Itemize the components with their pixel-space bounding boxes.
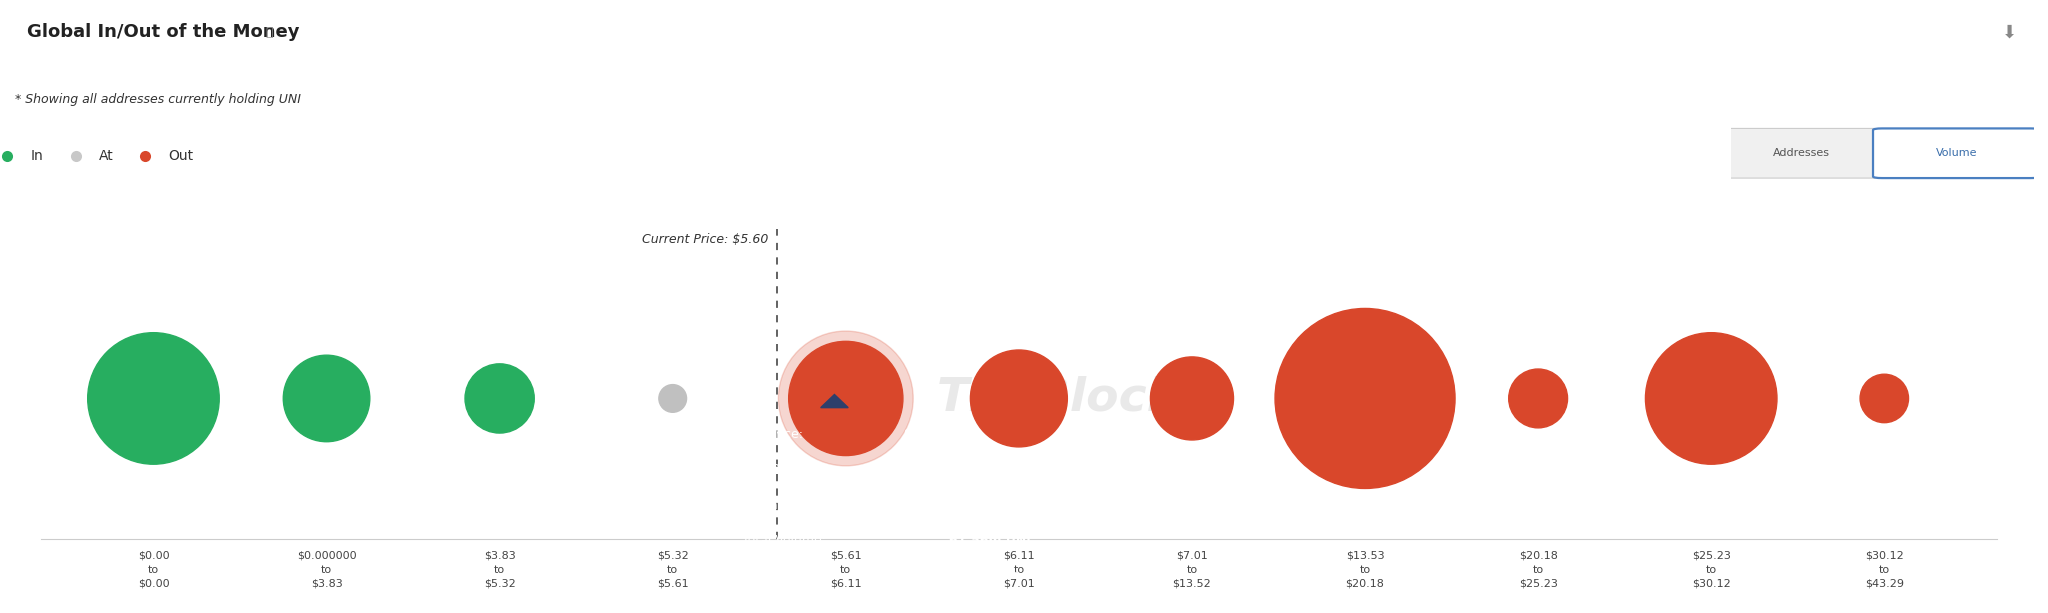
Ellipse shape	[283, 355, 371, 442]
Text: Addresses:: Addresses:	[741, 569, 813, 582]
FancyBboxPatch shape	[1722, 129, 1882, 178]
Text: Addresses: Addresses	[1774, 148, 1831, 158]
Ellipse shape	[1276, 308, 1454, 489]
Ellipse shape	[778, 331, 913, 466]
Ellipse shape	[465, 364, 535, 433]
Text: Max Price:: Max Price:	[741, 463, 811, 476]
Ellipse shape	[659, 384, 686, 413]
Text: * Showing all addresses currently holding UNI: * Showing all addresses currently holdin…	[14, 93, 301, 106]
Text: Total Volume:: Total Volume:	[741, 534, 829, 547]
Text: Current Price: $5.60: Current Price: $5.60	[641, 233, 768, 246]
Text: $5.88: $5.88	[963, 499, 1004, 512]
Text: 61.56m UNI: 61.56m UNI	[948, 534, 1030, 547]
Text: At: At	[98, 150, 115, 163]
Text: Out: Out	[168, 150, 193, 163]
Ellipse shape	[1509, 369, 1567, 428]
Text: ⬇: ⬇	[2003, 23, 2017, 41]
FancyBboxPatch shape	[1874, 129, 2040, 178]
Text: Min Price:: Min Price:	[741, 428, 807, 441]
Ellipse shape	[1645, 333, 1778, 464]
Text: Global In/Out of the Money: Global In/Out of the Money	[27, 23, 299, 41]
Polygon shape	[821, 395, 848, 408]
Text: $6.11: $6.11	[905, 463, 944, 476]
Ellipse shape	[1860, 374, 1909, 423]
Text: $5.61: $5.61	[905, 428, 944, 441]
Text: In: In	[31, 150, 43, 163]
Ellipse shape	[788, 341, 903, 455]
Text: 36.31k Addresses: 36.31k Addresses	[905, 569, 1028, 582]
Text: TheBlock: TheBlock	[938, 376, 1180, 421]
Ellipse shape	[1151, 357, 1233, 440]
Text: Average Price:: Average Price:	[741, 499, 836, 512]
Ellipse shape	[88, 333, 219, 464]
Text: Volume: Volume	[1935, 148, 1976, 158]
Text: ❓: ❓	[262, 26, 274, 39]
Ellipse shape	[971, 350, 1067, 447]
